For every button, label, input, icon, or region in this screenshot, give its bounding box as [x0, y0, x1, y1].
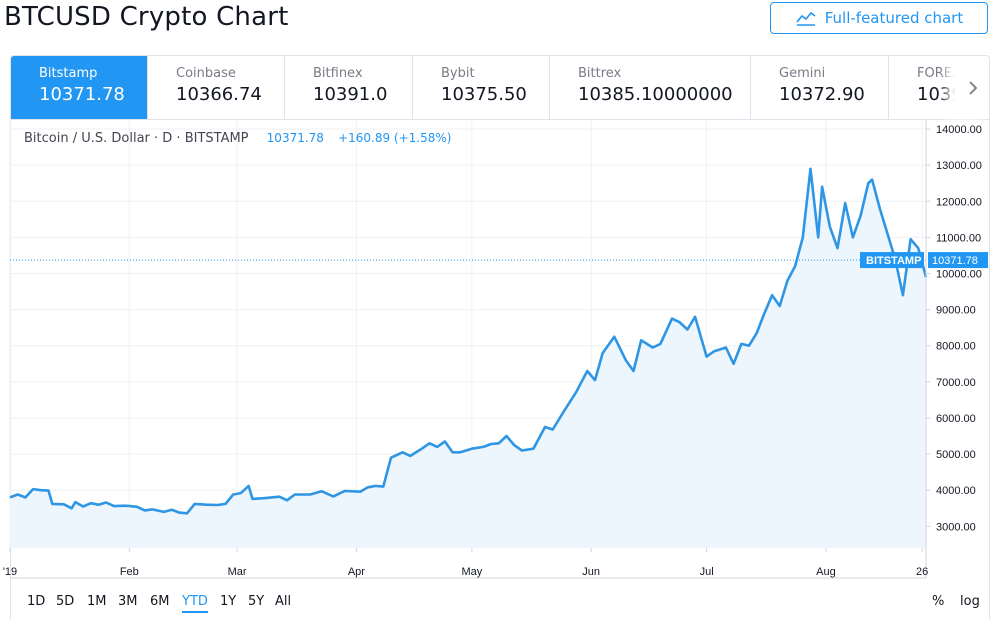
tab-price: 10375.50	[441, 84, 527, 105]
tab-price: 10366.74	[176, 84, 262, 105]
tab-gemini[interactable]: Gemini 10372.90	[751, 56, 889, 119]
price-axis-label: 9000.00	[936, 305, 976, 317]
range-ytd-button[interactable]: YTD	[182, 594, 208, 613]
time-axis[interactable]: '19 Feb Mar Apr May Jun Jul Aug 26	[3, 548, 928, 579]
price-axis-label: 4000.00	[936, 485, 976, 497]
chart-legend: Bitcoin / U.S. Dollar · D · BITSTAMP 103…	[24, 131, 451, 146]
price-series-line	[9, 167, 928, 515]
full-featured-chart-button[interactable]: Full-featured chart	[770, 2, 988, 34]
tab-price: 10371.78	[39, 84, 125, 105]
time-axis-label: Apr	[348, 566, 365, 578]
range-1d-button[interactable]: 1D	[27, 594, 46, 609]
time-axis-label: Mar	[228, 566, 247, 578]
price-axis-label: 3000.00	[936, 521, 976, 533]
tab-exchange-name: Bittrex	[578, 66, 622, 81]
price-axis-label: 10000.00	[936, 269, 982, 281]
legend-last-price: 10371.78	[266, 131, 324, 145]
tab-exchange-name: Bitstamp	[39, 66, 98, 81]
range-3m-button[interactable]: 3M	[118, 594, 138, 609]
price-label: BITSTAMP 10371.78	[860, 252, 988, 269]
tab-exchange-name: Coinbase	[176, 66, 236, 81]
tab-bitstamp[interactable]: Bitstamp 10371.78	[11, 56, 148, 119]
time-axis-label: Aug	[816, 566, 836, 578]
chevron-right-icon	[969, 80, 978, 95]
time-axis-label: '19	[3, 566, 17, 578]
price-axis[interactable]: 3000.00 4000.00 5000.00 6000.00 7000.00 8000.…	[925, 120, 982, 578]
price-area-fill	[10, 168, 926, 549]
percent-scale-toggle[interactable]: %	[932, 594, 945, 609]
time-axis-label: Feb	[120, 566, 139, 578]
price-axis-label: 8000.00	[936, 341, 976, 353]
price-axis-label: 14000.00	[936, 124, 982, 136]
range-5d-button[interactable]: 5D	[56, 594, 75, 609]
tab-exchange-name: FOREX	[917, 66, 961, 81]
tab-coinbase[interactable]: Coinbase 10366.74	[148, 56, 285, 119]
time-axis-label: May	[461, 566, 482, 578]
tab-price: 10391.0	[313, 84, 388, 105]
price-label-value: 10371.78	[932, 255, 978, 267]
page-title: BTCUSD Crypto Chart	[4, 2, 289, 32]
range-5y-button[interactable]: 5Y	[248, 594, 265, 609]
price-axis-label: 6000.00	[936, 413, 976, 425]
legend-change: +160.89 (+1.58%)	[338, 131, 452, 145]
exchange-tabs: Bitstamp 10371.78 Coinbase 10366.74 Bitf…	[11, 56, 989, 120]
tab-price: 10372.90	[779, 84, 865, 105]
time-axis-label: Jun	[582, 566, 600, 578]
tab-exchange-name: Bybit	[441, 66, 475, 81]
tabs-scroll-right-button[interactable]	[955, 56, 989, 119]
range-all-button[interactable]: All	[275, 594, 292, 609]
price-label-exchange-bg	[860, 252, 924, 269]
tab-price: 10385.10000000	[578, 84, 733, 105]
tab-bittrex[interactable]: Bittrex 10385.10000000	[550, 56, 751, 119]
price-axis-label: 11000.00	[936, 232, 981, 244]
price-axis-label: 13000.00	[936, 160, 982, 172]
full-featured-chart-label: Full-featured chart	[824, 9, 964, 27]
log-scale-toggle[interactable]: log	[960, 594, 980, 609]
price-label-value-bg	[928, 252, 988, 269]
price-label-exchange: BITSTAMP	[866, 255, 921, 267]
tab-exchange-name: Gemini	[779, 66, 826, 81]
chart-widget: Bitstamp 10371.78 Coinbase 10366.74 Bitf…	[10, 55, 990, 620]
tab-bitfinex[interactable]: Bitfinex 10391.0	[285, 56, 413, 119]
range-6m-button[interactable]: 6M	[150, 594, 170, 609]
range-1m-button[interactable]: 1M	[87, 594, 107, 609]
price-axis-label: 12000.00	[936, 196, 982, 208]
price-axis-label: 5000.00	[936, 449, 976, 461]
price-axis-label: 7000.00	[936, 377, 976, 389]
legend-symbol: Bitcoin / U.S. Dollar · D · BITSTAMP	[24, 131, 249, 146]
time-axis-label: 26	[916, 566, 928, 578]
range-1y-button[interactable]: 1Y	[220, 594, 237, 609]
tab-exchange-name: Bitfinex	[313, 66, 363, 81]
chart-icon	[796, 11, 816, 26]
time-axis-label: Jul	[700, 566, 714, 578]
tab-bybit[interactable]: Bybit 10375.50	[413, 56, 550, 119]
range-toolbar: 1D 5D 1M 3M 6M YTD 1Y 5Y All % log	[10, 584, 990, 620]
